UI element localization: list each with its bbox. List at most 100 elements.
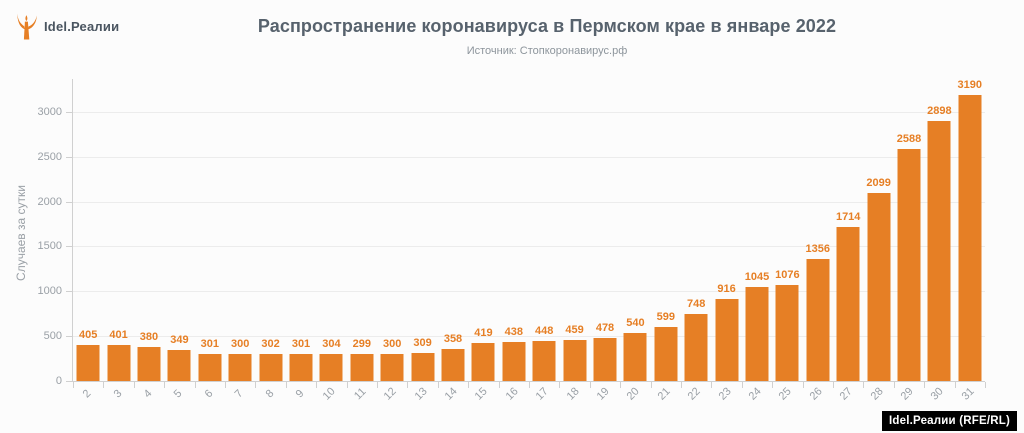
x-axis-tick-label: 5: [172, 387, 185, 401]
bar: [958, 94, 982, 381]
x-axis-tick: [741, 382, 743, 388]
x-axis-tick: [802, 382, 804, 388]
bar-value-label: 1076: [775, 268, 800, 281]
x-axis-tick-label: 7: [232, 387, 246, 401]
bar: [319, 353, 343, 381]
x-axis-tick: [954, 382, 956, 388]
x-axis-tick-label: 31: [959, 385, 977, 403]
bar: [76, 344, 100, 381]
x-axis-tick-label: 14: [442, 385, 460, 403]
bar-value-label: 478: [595, 322, 615, 335]
chart-title: Распространение коронавируса в Пермском …: [257, 16, 837, 36]
bar-value-label: 301: [291, 338, 311, 351]
bar-value-label: 300: [383, 338, 402, 351]
credit-badge: Idel.Реалии (RFE/RL): [881, 411, 1017, 431]
x-axis-tick-label: 17: [533, 385, 551, 403]
bar-value-label: 2099: [866, 176, 891, 189]
y-axis-tick: [66, 156, 72, 158]
bar-value-label: 748: [687, 297, 706, 310]
x-axis-tick: [924, 382, 926, 388]
bar: [715, 298, 739, 381]
x-axis-tick: [316, 382, 318, 388]
bar: [897, 148, 921, 381]
x-axis-tick: [194, 382, 196, 388]
bar: [471, 343, 495, 381]
x-axis-tick-label: 3: [111, 387, 125, 401]
bar-value-label: 1356: [805, 243, 831, 256]
bar-value-label: 2898: [927, 105, 952, 118]
bar: [441, 348, 465, 381]
x-axis-tick-label: 30: [928, 385, 947, 403]
x-axis-tick-label: 26: [807, 385, 825, 403]
bar: [593, 338, 617, 381]
bar: [259, 353, 283, 381]
bar: [167, 349, 191, 381]
bar-value-label: 301: [200, 338, 219, 351]
bar-value-label: 540: [626, 316, 645, 329]
x-axis-tick: [529, 382, 530, 388]
bar: [623, 332, 647, 381]
bar-value-label: 302: [261, 337, 280, 350]
x-axis-tick-label: 16: [503, 385, 521, 403]
bar: [532, 340, 556, 381]
x-axis-tick-label: 9: [293, 387, 307, 401]
bar: [806, 259, 830, 381]
y-axis-tick-label: 500: [43, 330, 62, 343]
bar: [867, 192, 891, 381]
x-axis-tick-label: 29: [898, 385, 916, 403]
x-axis-tick-label: 12: [381, 385, 399, 403]
gridline: [73, 201, 985, 203]
y-axis-tick-label: 1500: [37, 240, 62, 253]
plot-area: Случаев за сутки 0 500 1000 1500 2000 2500 300…: [14, 79, 986, 403]
x-axis-tick-label: 27: [837, 385, 855, 403]
y-axis-tick-label: 1000: [37, 285, 62, 298]
x-axis-tick: [620, 382, 622, 388]
bar: [198, 354, 222, 381]
x-axis-tick: [346, 382, 348, 388]
bar: [927, 121, 951, 381]
x-axis-tick-label: 23: [716, 385, 734, 403]
x-axis-tick: [407, 382, 409, 388]
bar-value-label: 405: [79, 328, 98, 341]
x-axis-tick: [650, 382, 652, 388]
x-axis-tick-label: 2: [80, 387, 94, 401]
x-axis-tick-label: 11: [351, 385, 369, 403]
gridline: [73, 111, 985, 113]
bar-value-label: 1714: [835, 211, 861, 224]
x-axis-tick-label: 8: [263, 387, 277, 401]
y-axis-tick-label: 2500: [37, 150, 62, 163]
bar-value-label: 309: [413, 337, 432, 350]
x-axis-tick: [437, 382, 439, 388]
bar-value-label: 349: [170, 333, 189, 346]
x-axis-tick-label: 20: [624, 385, 643, 403]
x-axis-tick: [711, 382, 713, 388]
bar: [563, 339, 587, 381]
bar-value-label: 448: [535, 324, 554, 337]
x-axis-tick-label: 13: [412, 385, 430, 403]
bar-value-label: 438: [504, 325, 523, 338]
chart-subtitle: Источник: Стопкоронавирус.рф: [466, 45, 628, 57]
x-axis-tick-label: 10: [320, 385, 339, 403]
x-axis-tick: [559, 382, 561, 388]
bar: [289, 354, 313, 381]
bar: [654, 327, 678, 381]
y-axis-tick-label: 0: [55, 375, 62, 387]
x-axis-tick: [985, 382, 986, 388]
x-axis-tick: [224, 382, 226, 388]
y-axis-tick: [66, 336, 72, 338]
bar-value-label: 1045: [744, 271, 770, 284]
bar-value-label: 380: [139, 330, 159, 343]
y-axis-tick-label: 3000: [37, 105, 62, 118]
bar-value-label: 304: [322, 337, 341, 350]
bar-value-label: 599: [656, 311, 675, 324]
x-axis-tick: [893, 382, 895, 388]
gridline: [73, 336, 985, 338]
bar: [775, 284, 799, 381]
site-logo: Idel.Реалии: [14, 13, 119, 40]
x-axis-tick: [103, 382, 105, 388]
bar: [836, 227, 860, 381]
bar: [380, 354, 404, 381]
x-axis-tick: [164, 382, 166, 388]
y-axis-tick: [66, 111, 72, 113]
x-axis-tick-label: 15: [472, 385, 491, 403]
